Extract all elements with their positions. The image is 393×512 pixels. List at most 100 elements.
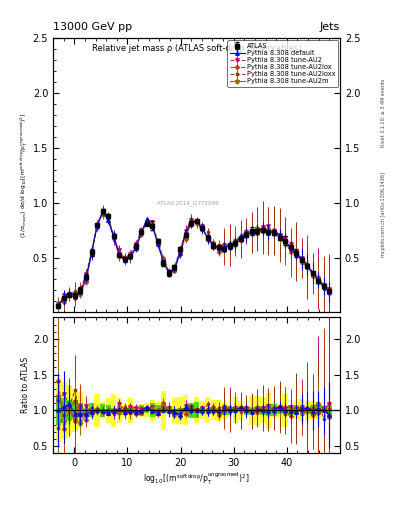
Bar	[89, 407, 94, 414]
Bar	[310, 401, 315, 419]
Bar	[67, 399, 72, 421]
Bar	[200, 401, 205, 419]
Bar	[89, 403, 94, 417]
Bar	[78, 403, 83, 417]
Bar	[260, 397, 266, 423]
Bar	[111, 394, 116, 426]
Y-axis label: Ratio to ATLAS: Ratio to ATLAS	[21, 357, 30, 413]
Bar	[238, 410, 244, 411]
Bar	[61, 382, 66, 439]
Bar	[155, 402, 160, 418]
Bar	[211, 408, 216, 413]
Bar	[194, 402, 199, 418]
Legend: ATLAS, Pythia 8.308 default, Pythia 8.308 tune-AU2, Pythia 8.308 tune-AU2lox, Py: ATLAS, Pythia 8.308 default, Pythia 8.30…	[228, 40, 338, 87]
Bar	[249, 396, 255, 425]
Bar	[155, 404, 160, 416]
Bar	[83, 408, 89, 413]
Bar	[283, 407, 288, 414]
Bar	[288, 406, 293, 415]
Bar	[177, 396, 183, 424]
Bar	[72, 389, 77, 432]
Bar	[288, 405, 293, 416]
Bar	[117, 406, 122, 415]
Bar	[177, 409, 183, 412]
Text: mcplots.cern.ch [arXiv:1306.3436]: mcplots.cern.ch [arXiv:1306.3436]	[381, 173, 386, 258]
Bar	[222, 406, 227, 415]
Bar	[100, 402, 105, 418]
Bar	[56, 378, 61, 442]
Bar	[233, 397, 238, 423]
Bar	[216, 408, 221, 413]
Bar	[216, 400, 221, 421]
Bar	[194, 397, 199, 423]
Bar	[150, 403, 155, 417]
Bar	[122, 409, 127, 412]
Bar	[94, 394, 100, 426]
Bar	[183, 395, 188, 425]
Bar	[61, 398, 66, 423]
Bar	[272, 404, 277, 416]
Text: Rivet 3.1.10; ≥ 3.4M events: Rivet 3.1.10; ≥ 3.4M events	[381, 78, 386, 147]
Bar	[299, 408, 304, 412]
Bar	[111, 408, 116, 413]
Bar	[161, 409, 166, 412]
Bar	[233, 410, 238, 411]
Bar	[166, 407, 172, 414]
Bar	[56, 396, 61, 424]
Bar	[166, 406, 172, 415]
Bar	[83, 402, 89, 418]
Bar	[105, 404, 111, 416]
Bar	[305, 400, 310, 420]
Text: 13000 GeV pp: 13000 GeV pp	[53, 22, 132, 32]
Bar	[305, 408, 310, 413]
Bar	[294, 406, 299, 415]
Bar	[277, 407, 282, 414]
Bar	[238, 401, 244, 420]
Bar	[283, 394, 288, 426]
Bar	[255, 396, 260, 424]
Bar	[227, 406, 232, 415]
Bar	[100, 403, 105, 417]
Bar	[260, 406, 266, 415]
Bar	[227, 407, 232, 414]
Bar	[266, 404, 271, 416]
Bar	[327, 406, 332, 415]
Bar	[277, 404, 282, 417]
Bar	[200, 407, 205, 414]
Bar	[144, 407, 149, 414]
Bar	[189, 403, 194, 417]
Bar	[117, 398, 122, 422]
Bar	[321, 407, 327, 414]
Bar	[205, 397, 210, 423]
Bar	[244, 407, 249, 414]
Bar	[299, 399, 304, 421]
Bar	[122, 404, 127, 417]
Bar	[244, 406, 249, 415]
Bar	[172, 398, 177, 422]
Bar	[266, 393, 271, 428]
Bar	[316, 402, 321, 419]
Bar	[105, 398, 111, 423]
Bar	[172, 409, 177, 412]
Bar	[205, 410, 210, 411]
Bar	[189, 403, 194, 418]
Bar	[161, 391, 166, 430]
Bar	[310, 406, 315, 415]
Bar	[294, 401, 299, 419]
Bar	[211, 400, 216, 420]
Text: Jets: Jets	[320, 22, 340, 32]
Bar	[72, 401, 77, 419]
Bar	[128, 408, 133, 413]
Bar	[183, 410, 188, 411]
Bar	[327, 401, 332, 420]
Bar	[255, 408, 260, 413]
Bar	[272, 403, 277, 418]
Bar	[321, 407, 327, 413]
Bar	[150, 400, 155, 421]
Y-axis label: (1/σ$_{\mathrm{resum}}$) dσ/d log$_{10}$[(m$^{\mathrm{soft\,drop}}$/p$_\mathrm{T: (1/σ$_{\mathrm{resum}}$) dσ/d log$_{10}$…	[18, 113, 30, 238]
Bar	[67, 385, 72, 435]
Bar	[139, 405, 144, 416]
Bar	[316, 406, 321, 415]
X-axis label: $\log_{10}$[(m$^{\rm soft\,drop}$/p$_{\rm T}^{\rm ungroomed}$)$^2$]: $\log_{10}$[(m$^{\rm soft\,drop}$/p$_{\r…	[143, 471, 250, 487]
Bar	[222, 402, 227, 419]
